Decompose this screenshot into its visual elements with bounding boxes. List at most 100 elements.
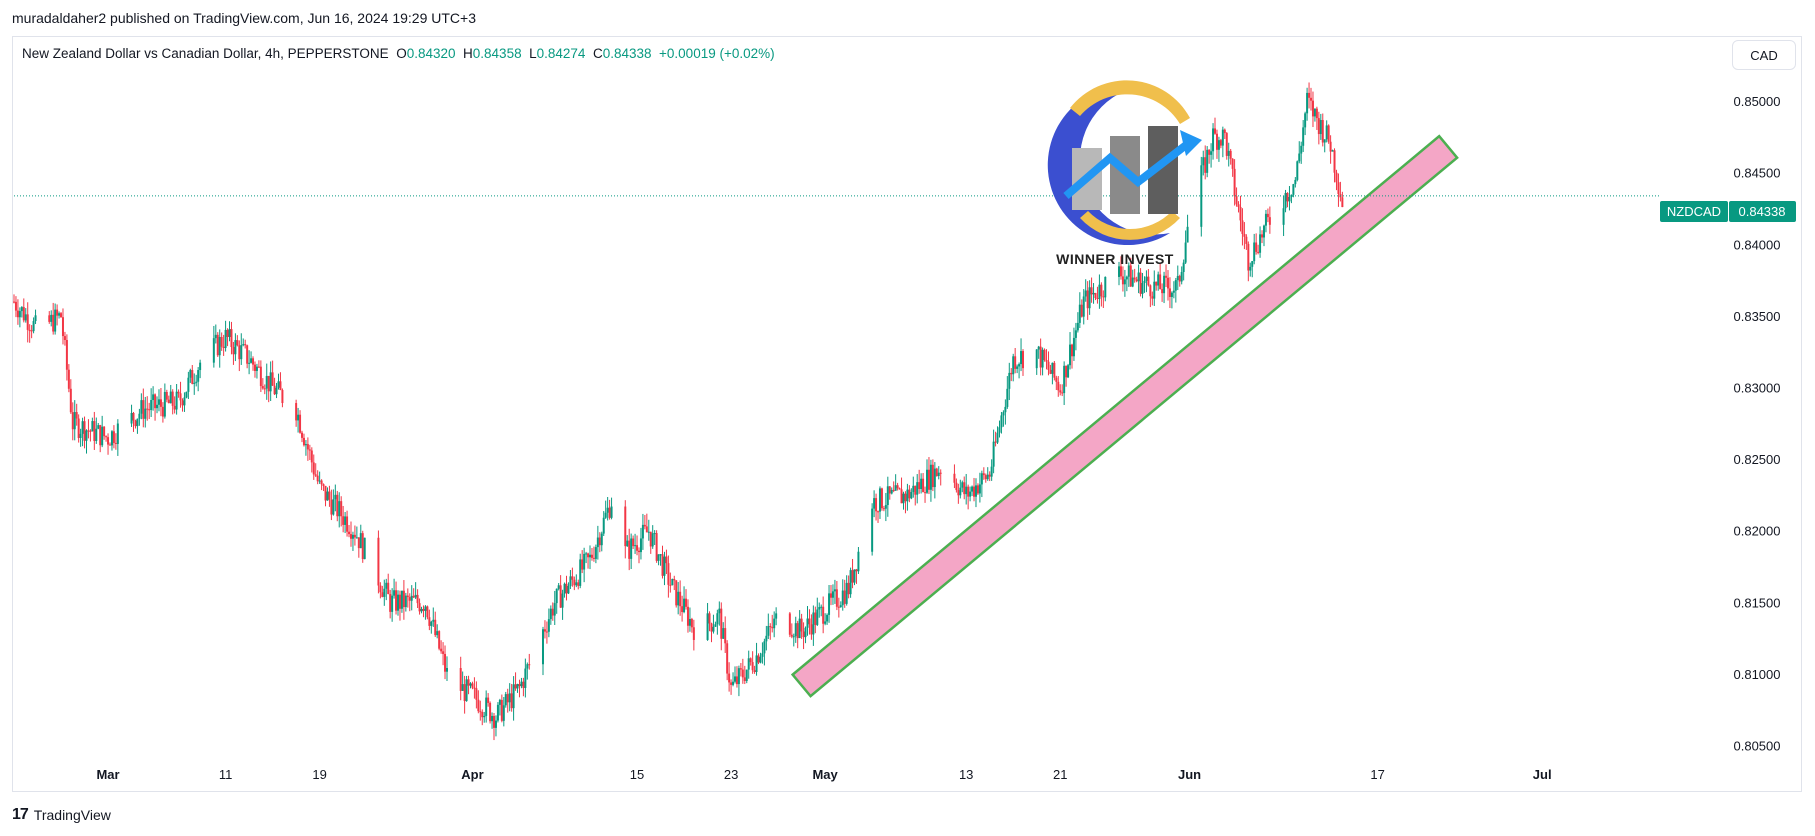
candle-body — [655, 533, 658, 561]
candle-body — [230, 329, 233, 348]
candle-body — [75, 412, 78, 419]
candle-body — [416, 594, 419, 604]
candle-body — [1300, 145, 1303, 154]
candle-body — [107, 437, 110, 445]
candle-body — [1239, 206, 1242, 221]
candle-body — [579, 559, 582, 586]
high-label: H — [463, 46, 473, 61]
logo-arrow-line — [1063, 138, 1193, 200]
candle-body — [1129, 265, 1132, 287]
candle-body — [109, 444, 112, 446]
candle-body — [316, 475, 319, 482]
candle-body — [1165, 275, 1168, 278]
footer-brand: TradingView — [33, 807, 111, 823]
candle-body — [436, 631, 439, 636]
x-tick-label: May — [812, 767, 838, 782]
currency-button[interactable]: CAD — [1732, 40, 1796, 70]
candle-body — [496, 704, 499, 721]
candle-body — [649, 531, 652, 547]
candle-body — [1310, 97, 1313, 101]
candle-body — [87, 430, 90, 432]
candle-body — [1237, 204, 1240, 207]
candle-body — [355, 537, 358, 539]
price-tag-value: 0.84338 — [1739, 204, 1786, 219]
candle-body — [589, 554, 592, 558]
candle-body — [69, 388, 72, 413]
candle-body — [653, 533, 656, 535]
candle-body — [878, 488, 881, 512]
candle-body — [1245, 236, 1248, 244]
candle-body — [273, 385, 276, 395]
candle-body — [175, 391, 178, 410]
close-label: C — [592, 46, 603, 61]
candle-body — [381, 592, 384, 597]
winner-invest-logo: WINNER INVEST — [1047, 80, 1202, 267]
candle-body — [14, 301, 17, 311]
candle-body — [1153, 281, 1156, 299]
candle-body — [1202, 157, 1205, 166]
candle-body — [847, 582, 850, 595]
candle-body — [348, 531, 351, 535]
candle-body — [969, 491, 972, 497]
candle-body — [624, 506, 627, 547]
trend-channel[interactable] — [790, 134, 1459, 698]
candle-body — [1227, 150, 1230, 156]
candle-body — [67, 369, 70, 389]
candle-body — [916, 482, 919, 495]
candle-body — [810, 624, 813, 635]
candle-body — [761, 653, 764, 657]
candle-body — [769, 626, 772, 628]
candle-body — [404, 595, 407, 608]
candle-body — [63, 336, 66, 340]
candle-body — [645, 526, 648, 533]
candle-body — [722, 628, 725, 639]
candle-body — [179, 393, 182, 401]
candle-body — [1010, 372, 1013, 375]
candle-body — [261, 386, 264, 389]
candle-body — [1302, 127, 1305, 146]
candle-body — [1290, 194, 1293, 198]
candle-body — [1121, 276, 1124, 285]
candle-body — [1155, 281, 1158, 286]
candle-body — [189, 370, 192, 378]
candle-body — [61, 317, 64, 337]
candle-body — [1059, 390, 1062, 393]
candle-body — [585, 553, 588, 555]
candle-body — [961, 482, 964, 488]
candle-body — [112, 431, 115, 443]
candle-body — [1037, 346, 1040, 350]
candle-body — [851, 570, 854, 583]
candle-body — [445, 668, 448, 672]
x-tick-label: 15 — [630, 767, 644, 782]
candle-body — [1282, 208, 1285, 225]
candle-body — [604, 512, 607, 518]
candle-body — [387, 582, 390, 595]
candle-body — [637, 550, 640, 553]
candle-body — [26, 314, 29, 330]
candle-body — [54, 309, 57, 332]
candle-body — [73, 412, 76, 430]
x-tick-label: 19 — [312, 767, 326, 782]
candle-body — [984, 475, 987, 480]
candle-body — [747, 658, 750, 670]
candle-body — [636, 545, 639, 551]
x-tick-label: Jul — [1533, 767, 1552, 782]
candle-body — [1168, 288, 1171, 297]
candle-body — [728, 673, 731, 683]
last-price-tag: NZDCAD 0.84338 — [1660, 201, 1796, 222]
candle-body — [1065, 365, 1068, 378]
candle-body — [363, 537, 366, 560]
candle-body — [596, 537, 599, 548]
candle-body — [818, 607, 821, 610]
price-axis: 0.85000 0.84500 0.84000 0.83500 0.83000 0.825… — [1734, 94, 1781, 753]
candle-body — [1127, 265, 1130, 277]
instrument-title: New Zealand Dollar vs Canadian Dollar, 4… — [22, 46, 389, 61]
candle-body — [165, 391, 168, 400]
candle-body — [828, 593, 831, 615]
candle-body — [912, 485, 915, 493]
publisher-line: muradaldaher2 published on TradingView.c… — [12, 10, 476, 26]
candle-body — [933, 468, 936, 488]
candle-body — [1208, 149, 1211, 155]
candle-body — [508, 693, 511, 703]
